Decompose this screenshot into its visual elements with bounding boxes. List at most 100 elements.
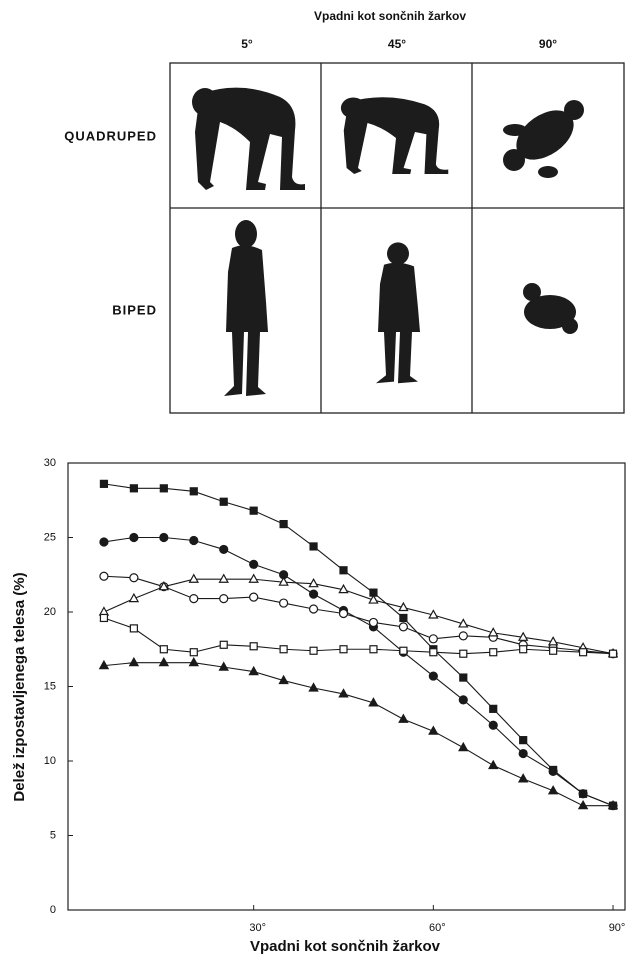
marker [130, 574, 138, 582]
marker [100, 480, 107, 487]
marker [220, 641, 227, 648]
y-tick-label: 20 [44, 606, 56, 618]
plot-frame [68, 463, 625, 910]
marker [280, 646, 287, 653]
marker [100, 572, 108, 580]
marker [369, 618, 377, 626]
series-line [104, 663, 613, 806]
series-line [104, 484, 613, 806]
marker [519, 750, 527, 758]
marker [310, 605, 318, 613]
row-label: BIPED [112, 302, 157, 317]
marker [309, 579, 317, 587]
x-tick-label: 30° [249, 922, 266, 934]
marker [250, 560, 258, 568]
marker [190, 595, 198, 603]
marker [130, 625, 137, 632]
marker [220, 595, 228, 603]
marker [489, 761, 497, 769]
marker [190, 488, 197, 495]
marker [160, 658, 168, 666]
marker [489, 721, 497, 729]
silhouette [192, 88, 305, 190]
marker [280, 521, 287, 528]
marker [190, 658, 198, 666]
marker [400, 647, 407, 654]
marker [100, 538, 108, 546]
y-tick-label: 25 [44, 531, 56, 543]
marker [220, 575, 228, 583]
marker [220, 545, 228, 553]
y-tick-label: 15 [44, 680, 56, 692]
marker [399, 623, 407, 631]
y-axis-label: Delež izpostavljenega telesa (%) [11, 572, 28, 801]
marker [190, 575, 198, 583]
figure: Vpadni kot sončnih žarkov 5° 45° 90° QUA… [0, 0, 636, 961]
series-line [104, 576, 613, 653]
marker [130, 658, 138, 666]
marker [459, 632, 467, 640]
marker [460, 674, 467, 681]
marker [399, 715, 407, 723]
marker [580, 649, 587, 656]
marker [370, 646, 377, 653]
row-label: QUADRUPED [64, 128, 157, 143]
marker [280, 599, 288, 607]
page: {"figure": {"title": "Vpadni kot sončnih… [0, 0, 636, 961]
marker [220, 498, 227, 505]
marker [520, 646, 527, 653]
marker [459, 696, 467, 704]
marker [250, 507, 257, 514]
marker [250, 593, 258, 601]
marker [490, 705, 497, 712]
x-axis-label: Vpadni kot sončnih žarkov [250, 938, 441, 955]
marker [520, 737, 527, 744]
marker [190, 649, 197, 656]
x-tick-label: 60° [429, 922, 446, 934]
marker [550, 647, 557, 654]
x-tick-label: 90° [609, 922, 626, 934]
marker [130, 485, 137, 492]
marker [490, 649, 497, 656]
silhouette [376, 242, 420, 383]
marker [460, 650, 467, 657]
y-tick-label: 0 [50, 904, 56, 916]
marker [549, 767, 557, 775]
series-line [104, 618, 613, 654]
marker [340, 646, 347, 653]
y-tick-label: 10 [44, 755, 56, 767]
marker [160, 485, 167, 492]
column-label: 5° [241, 37, 253, 51]
marker [310, 590, 318, 598]
marker [430, 649, 437, 656]
marker [100, 614, 107, 621]
marker [579, 790, 587, 798]
marker [249, 575, 257, 583]
marker [610, 650, 617, 657]
y-tick-label: 5 [50, 829, 56, 841]
marker [459, 743, 467, 751]
column-label: 90° [539, 37, 557, 51]
marker [130, 534, 138, 542]
y-tick-label: 30 [44, 457, 56, 469]
silhouette [523, 283, 578, 334]
series-line [104, 538, 613, 806]
marker [250, 643, 257, 650]
marker [579, 801, 587, 809]
marker [340, 567, 347, 574]
silhouette [503, 100, 584, 178]
marker [190, 536, 198, 544]
marker [429, 672, 437, 680]
figure-title: Vpadni kot sončnih žarkov [314, 9, 466, 23]
marker [160, 646, 167, 653]
marker [429, 635, 437, 643]
series-line [104, 579, 613, 654]
column-label: 45° [388, 37, 406, 51]
marker [310, 543, 317, 550]
marker [160, 534, 168, 542]
marker [400, 614, 407, 621]
marker [340, 609, 348, 617]
silhouette [224, 220, 268, 396]
silhouette [341, 97, 448, 174]
marker [310, 647, 317, 654]
